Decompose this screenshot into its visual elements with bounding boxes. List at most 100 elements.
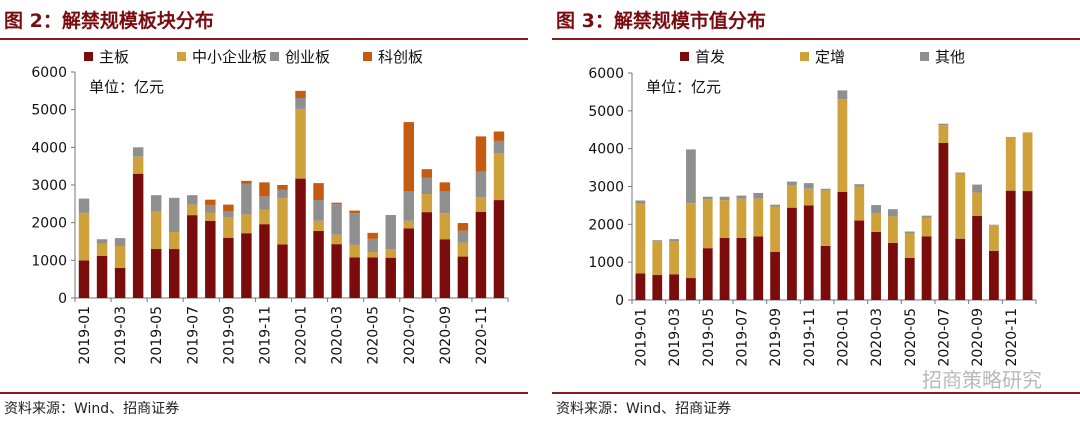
x-tick-label: 2019-11 (257, 306, 273, 365)
bar-segment (439, 191, 451, 214)
bar-segment (132, 147, 144, 157)
bar-segment (938, 123, 949, 126)
bar-segment (114, 246, 126, 268)
x-tick-label: 2020-01 (294, 306, 310, 365)
legend-swatch (177, 52, 186, 61)
bar-segment (313, 220, 324, 231)
bar-segment (787, 207, 797, 300)
bar-segment (475, 171, 487, 198)
bar-segment (150, 195, 162, 212)
y-tick-label: 6000 (588, 66, 624, 82)
bar-segment (223, 211, 234, 218)
bar-segment (972, 184, 982, 193)
x-tick-label: 2019-09 (768, 308, 784, 367)
bar-segment (114, 238, 126, 247)
bar-segment (888, 209, 898, 217)
bar-segment (403, 228, 415, 298)
bar-segment (457, 242, 469, 257)
bar-segment (475, 197, 487, 212)
chart-panel-right: 图 3：解禁规模市值分布 首发 定增 其他 单位：亿元 0 1000 2000 3000 400… (552, 0, 1080, 426)
bar-segment (938, 125, 949, 143)
bar-segment (635, 203, 646, 274)
bar-segment (295, 97, 306, 109)
y-tick-label: 1000 (588, 255, 624, 271)
y-tick-label: 0 (615, 293, 624, 309)
legend-swatch (363, 52, 372, 61)
bar-segment (820, 190, 831, 246)
y-tick-label: 1000 (31, 253, 67, 269)
bar-segment (854, 184, 865, 187)
bar-segment (1005, 190, 1016, 300)
bar-segment (635, 273, 646, 300)
legend-label: 创业板 (285, 48, 330, 66)
bar-segment (770, 204, 780, 207)
bar-segment (921, 217, 932, 237)
legend-swatch (680, 52, 689, 61)
bar-segment (736, 195, 747, 199)
legend-swatch (270, 52, 279, 61)
x-tick-label: 2019-01 (77, 306, 93, 365)
bar-segment (313, 200, 324, 221)
x-tick-label: 2019-05 (701, 308, 717, 367)
bar-segment (955, 173, 966, 239)
x-tick-label: 2019-07 (734, 308, 750, 367)
bar-segment (702, 196, 713, 199)
bar-segment (96, 243, 108, 256)
bar-segment (686, 149, 696, 204)
y-tick-label: 3000 (31, 178, 67, 194)
bar-segment (349, 244, 360, 258)
bar-segment (241, 180, 252, 184)
source-rule (0, 392, 528, 394)
y-tick-label: 3000 (588, 180, 624, 196)
bar-segment (367, 257, 378, 298)
bar-segment (277, 189, 288, 199)
bar-segment (78, 260, 90, 298)
bar-segment (385, 215, 396, 216)
bar-segment (904, 233, 915, 259)
bar-segment (168, 232, 180, 250)
chart-panel-left: 图 2：解禁规模板块分布 主板 中小企业板 创业板 科创板 单位：亿元 0 1000 2000… (0, 0, 528, 426)
bar-segment (421, 194, 433, 213)
bar-segment (403, 220, 415, 229)
bar-segment (921, 236, 932, 300)
bar-segment (367, 232, 378, 239)
bar-segment (205, 204, 216, 213)
y-tick-label: 5000 (31, 103, 67, 119)
bar-segment (277, 185, 288, 190)
bar-segment (331, 204, 342, 235)
bar-segment (241, 214, 252, 234)
bar-segment (820, 245, 831, 300)
x-tick-label: 2020-07 (402, 306, 418, 365)
bar-segment (669, 240, 679, 275)
bar-segment (493, 140, 505, 153)
bar-segment (787, 184, 797, 208)
bar-segment (888, 216, 898, 243)
source-rule (552, 392, 1080, 394)
bar-segment (259, 182, 270, 197)
bar-segment (439, 182, 451, 192)
bar-segment (955, 238, 966, 300)
unit-label: 单位：亿元 (89, 78, 164, 96)
legend-label: 主板 (99, 48, 129, 66)
bar-segment (205, 220, 216, 298)
bar-segment (205, 199, 216, 205)
bar-segment (871, 212, 881, 232)
bar-segment (259, 196, 270, 210)
bar-segment (385, 215, 396, 250)
x-tick-label: 2019-03 (113, 306, 129, 365)
bar-segment (753, 192, 764, 199)
bar-segment (770, 206, 780, 252)
bar-segment (652, 240, 663, 276)
bar-segment (313, 183, 324, 201)
bar-segment (702, 198, 713, 249)
bar-segment (78, 212, 90, 261)
bar-segment (803, 205, 814, 300)
bar-segment (753, 236, 764, 300)
bar-segment (955, 172, 966, 174)
bar-segment (904, 258, 915, 300)
bar-segment (457, 223, 469, 231)
bar-segment (150, 211, 162, 250)
bar-segment (753, 198, 764, 237)
bar-segment (972, 216, 982, 300)
title-rule (552, 38, 1080, 40)
